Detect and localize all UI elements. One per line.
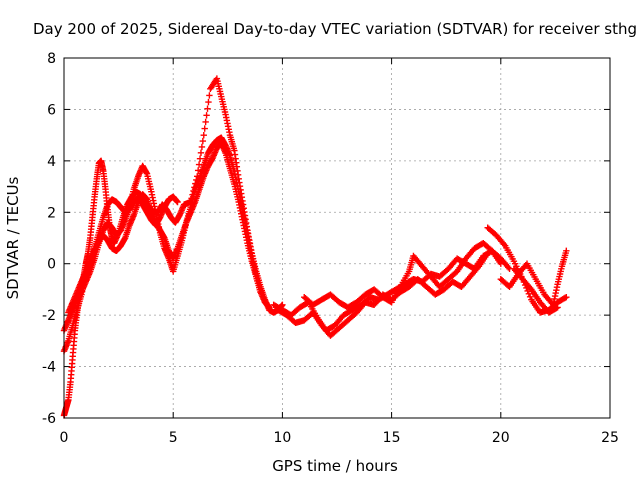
series-arc-2 [60,134,273,334]
data-point [205,98,212,106]
data-point [201,125,208,132]
y-tick-label: 8 [47,51,56,67]
data-point [266,304,273,311]
y-tick-label: 4 [47,154,56,170]
x-tick-label: 10 [273,430,291,446]
chart-title: Day 200 of 2025, Sidereal Day-to-day VTE… [33,20,637,38]
y-tick-label: -2 [42,308,56,324]
x-tick-label: 5 [169,430,178,446]
data-point [484,250,491,257]
data-point [561,294,569,302]
data-point [526,293,534,300]
data-point [257,288,264,296]
data-point [204,105,211,112]
data-point [196,155,204,162]
axis-ticks [63,57,611,419]
x-tick-label: 0 [60,430,69,446]
y-tick-label: 2 [47,205,56,221]
data-point [202,118,209,126]
data-point [206,92,213,99]
data-point [198,143,206,151]
x-tick-label: 25 [601,430,619,446]
plot-frame [63,57,611,419]
data-point [174,198,181,206]
data-point [194,167,202,174]
x-axis-title: GPS time / hours [272,457,398,475]
data-points [60,75,570,419]
x-tick-label: 15 [383,430,401,446]
data-point [203,112,210,119]
data-point [554,304,561,311]
data-point [200,131,207,139]
data-point [553,304,560,312]
data-point [525,290,533,298]
x-tick-labels: 0 5 10 15 20 25 [60,430,619,446]
y-tick-label: -4 [42,360,56,376]
y-tick-labels: -6 -4 -2 0 2 4 6 8 [42,51,56,427]
series-arc-4 [65,193,181,316]
grid-lines [64,58,610,418]
data-point [563,247,570,255]
y-tick-label: 0 [47,257,56,273]
data-point [563,293,570,301]
series-arc-10 [510,265,561,316]
y-axis-title: SDTVAR / TECUs [4,176,22,299]
series-arc-7 [301,239,504,311]
y-tick-label: 6 [47,102,56,118]
y-tick-label: -6 [42,411,56,427]
data-point [197,149,205,156]
data-point [199,137,207,145]
x-tick-label: 20 [492,430,510,446]
data-point [497,260,504,267]
